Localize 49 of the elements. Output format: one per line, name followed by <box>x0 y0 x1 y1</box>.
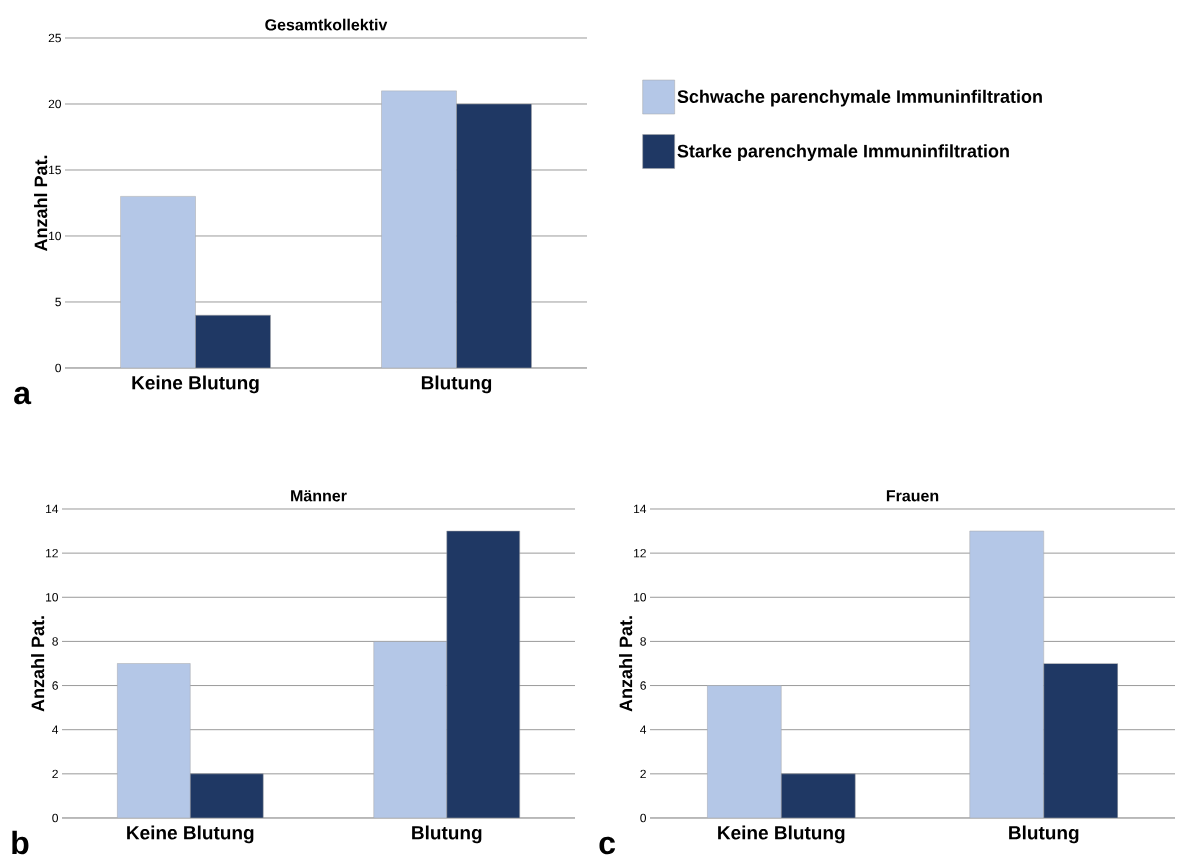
chart-title: Männer <box>291 490 347 502</box>
y-tick-label: 2 <box>52 769 58 779</box>
bar <box>781 773 856 818</box>
bar <box>381 90 457 368</box>
y-tick-label: 10 <box>49 231 62 241</box>
y-tick-label: 25 <box>48 33 61 43</box>
x-tick-label: Blutung <box>1009 825 1079 844</box>
x-tick-label: Keine Blutung <box>127 825 254 844</box>
bar <box>1043 663 1119 818</box>
x-tick-label: Keine Blutung <box>132 375 259 394</box>
chart-title: Gesamtkollektiv <box>265 18 388 31</box>
x-tick-label: Blutung <box>421 375 492 394</box>
legend-label: Schwache parenchymale Immuninfiltration <box>677 89 1042 107</box>
y-tick-label: 0 <box>52 813 59 823</box>
y-tick-label: 10 <box>634 593 647 602</box>
x-tick-label: Blutung <box>412 825 482 844</box>
bar <box>446 530 521 818</box>
y-tick-label: 10 <box>46 593 59 602</box>
y-tick-label: 6 <box>52 681 58 690</box>
text: c <box>599 836 616 855</box>
y-tick-label: 0 <box>640 813 647 823</box>
y-tick-label: 14 <box>46 504 59 514</box>
y-tick-label: 12 <box>46 548 58 558</box>
y-tick-label: 20 <box>48 99 62 109</box>
bar <box>190 773 264 818</box>
y-tick-label: 14 <box>634 504 647 514</box>
y-axis-title: Anzahl Pat. <box>31 616 45 712</box>
bar <box>707 685 782 818</box>
bar <box>373 641 448 818</box>
bar <box>969 530 1045 818</box>
bar <box>117 663 191 818</box>
y-tick-label: 5 <box>55 297 61 307</box>
y-axis-title: Anzahl Pat. <box>34 155 48 252</box>
y-tick-label: 8 <box>52 637 58 646</box>
bar <box>120 196 196 368</box>
y-tick-label: 6 <box>640 681 646 690</box>
x-tick-label: Keine Blutung <box>718 825 845 844</box>
y-tick-label: 0 <box>55 363 62 373</box>
y-tick-label: 4 <box>52 725 59 734</box>
legend-label: Starke parenchymale Immuninfiltration <box>677 144 1009 162</box>
chart-title: Frauen <box>886 490 939 502</box>
y-tick-label: 4 <box>640 725 647 734</box>
y-tick-label: 8 <box>640 637 646 646</box>
y-tick-label: 12 <box>634 548 646 558</box>
text: b <box>12 830 29 855</box>
y-tick-label: 15 <box>49 165 61 175</box>
text: a <box>14 386 32 405</box>
y-tick-label: 2 <box>640 769 646 779</box>
y-axis-title: Anzahl Pat. <box>619 616 633 712</box>
